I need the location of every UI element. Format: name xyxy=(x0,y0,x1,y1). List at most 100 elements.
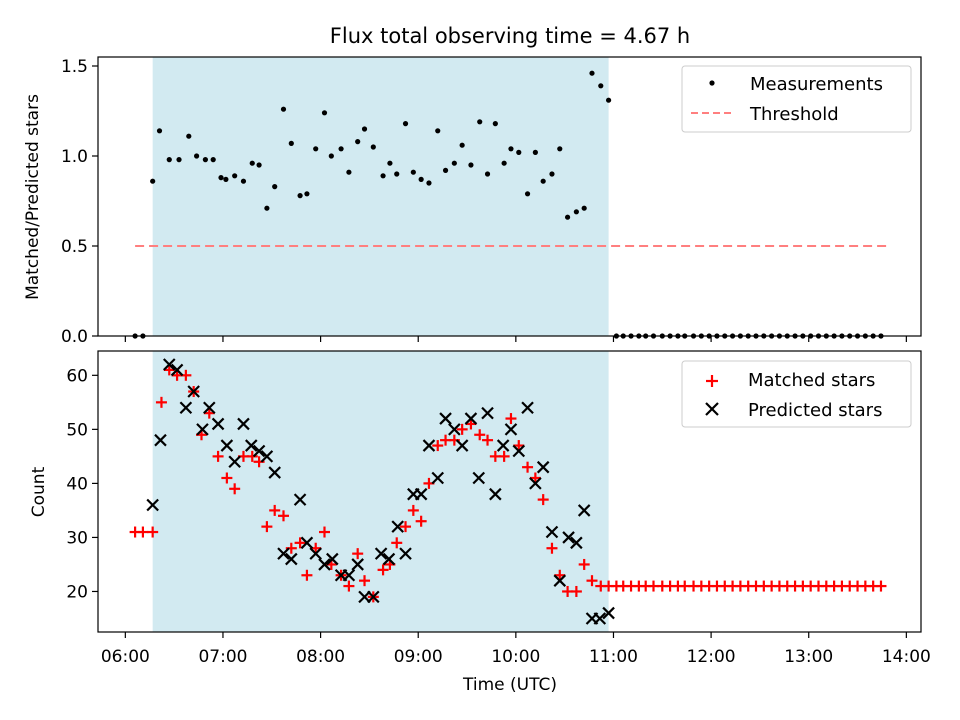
measurement-point xyxy=(249,160,255,166)
predicted-star-point xyxy=(562,531,575,544)
predicted-star-point xyxy=(489,487,502,501)
measurement-point xyxy=(223,176,229,182)
predicted-star-point xyxy=(228,455,241,469)
legend-predicted-marker xyxy=(705,402,719,416)
predicted-star-point xyxy=(448,423,461,436)
predicted-star-point xyxy=(593,612,607,625)
measurement-point xyxy=(355,139,361,145)
predicted-star-point xyxy=(252,444,266,458)
bottom-y-tick-label: 40 xyxy=(66,474,88,494)
predicted-star-point xyxy=(170,363,184,377)
measurement-point xyxy=(240,178,247,184)
measurement-point xyxy=(166,157,172,163)
matched-star-point xyxy=(377,564,389,576)
measurement-point xyxy=(288,140,294,146)
x-tick-label: 12:00 xyxy=(687,647,736,667)
matched-star-point xyxy=(147,526,159,538)
predicted-star-point xyxy=(422,439,436,452)
bottom-y-tick-label: 20 xyxy=(66,582,88,602)
predicted-star-point xyxy=(481,406,494,420)
measurement-point xyxy=(459,142,465,148)
matched-star-point xyxy=(203,407,215,419)
predicted-star-point xyxy=(472,471,486,485)
matched-star-point xyxy=(318,526,330,538)
matched-star-point xyxy=(246,450,258,462)
predicted-star-point xyxy=(414,487,428,501)
predicted-star-point xyxy=(570,536,583,550)
x-tick-label: 14:00 xyxy=(882,647,931,667)
matched-star-point xyxy=(474,429,486,441)
chart-title: Flux total observing time = 4.67 h xyxy=(330,24,690,48)
predicted-star-point xyxy=(536,460,550,474)
measurement-point xyxy=(418,176,424,182)
legend-matched-label: Matched stars xyxy=(748,370,875,391)
matched-star-point xyxy=(465,418,477,430)
predicted-star-point xyxy=(464,412,478,425)
measurement-point xyxy=(524,191,531,197)
legend-predicted-label: Predicted stars xyxy=(748,400,882,421)
matched-star-point xyxy=(432,440,444,452)
predicted-star-point xyxy=(196,423,209,436)
matched-star-point xyxy=(537,494,549,506)
measurement-point xyxy=(328,153,334,159)
measurement-point xyxy=(194,153,200,159)
predicted-star-point xyxy=(220,439,234,452)
measurement-point xyxy=(156,128,163,134)
predicted-star-point xyxy=(342,568,356,582)
predicted-star-point xyxy=(293,493,307,506)
predicted-star-point xyxy=(529,477,542,490)
predicted-star-point xyxy=(187,385,200,398)
matched-star-point xyxy=(482,434,494,446)
matched-star-point xyxy=(578,558,590,570)
measurement-point xyxy=(484,171,491,177)
measurement-point xyxy=(426,180,432,186)
measurement-point xyxy=(508,146,514,152)
x-tick-label: 08:00 xyxy=(296,647,345,667)
measurement-point xyxy=(557,146,563,152)
measurement-point xyxy=(313,146,319,152)
measurement-point xyxy=(492,121,498,127)
top-legend: Measurements Threshold xyxy=(681,65,912,133)
predicted-star-point xyxy=(277,547,290,560)
top-y-tick-label: 1.0 xyxy=(61,147,88,167)
top-y-tick-label: 0.0 xyxy=(61,327,88,347)
measurement-point xyxy=(338,146,344,152)
measurement-point xyxy=(218,175,224,181)
measurement-point xyxy=(402,121,409,127)
predicted-star-point xyxy=(399,547,412,560)
x-tick-label: 10:00 xyxy=(491,647,540,667)
measurement-point xyxy=(304,191,310,197)
predicted-star-point xyxy=(553,574,567,587)
predicted-star-point xyxy=(203,401,216,415)
measurement-point xyxy=(540,178,546,184)
measurement-point xyxy=(501,160,507,166)
x-tick-label: 11:00 xyxy=(589,647,638,667)
matched-star-point xyxy=(546,542,558,554)
matched-star-point xyxy=(352,548,364,560)
measurement-point xyxy=(442,167,449,173)
bottom-y-tick-label: 30 xyxy=(66,528,88,548)
legend-threshold-label: Threshold xyxy=(749,104,839,125)
matched-star-point xyxy=(359,575,371,587)
top-y-axis: 0.0 0.5 1.0 1.5 xyxy=(61,57,98,347)
bottom-predicted-series xyxy=(146,358,615,625)
measurement-point xyxy=(581,205,587,211)
measurement-point xyxy=(380,173,386,179)
top-legend-box xyxy=(681,65,912,133)
bottom-legend-box xyxy=(681,360,912,428)
predicted-star-point xyxy=(602,606,615,620)
predicted-star-point xyxy=(326,552,339,566)
predicted-star-point xyxy=(455,439,469,452)
predicted-star-point xyxy=(374,547,388,560)
measurement-point xyxy=(176,157,182,163)
bottom-y-axis-label: Count xyxy=(29,466,49,517)
bottom-legend: Matched stars Predicted stars xyxy=(681,360,912,428)
measurement-point xyxy=(387,160,393,166)
x-tick-label: 07:00 xyxy=(198,647,247,667)
matched-star-point xyxy=(229,483,241,495)
top-y-tick-label: 1.5 xyxy=(61,57,88,77)
bottom-y-tick-label: 60 xyxy=(66,366,88,386)
x-tick-label: 13:00 xyxy=(784,647,833,667)
measurement-point xyxy=(210,157,216,163)
